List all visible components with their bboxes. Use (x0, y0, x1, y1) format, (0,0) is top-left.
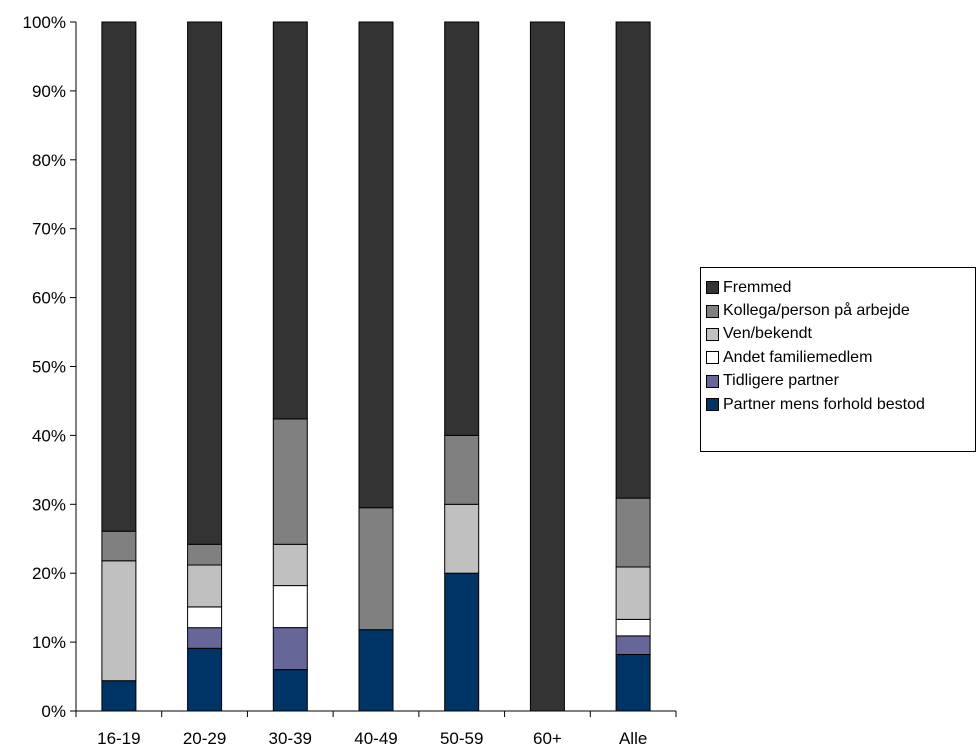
bar-segment-30-39-s5 (272, 21, 308, 420)
bar-segment-50-59-s4 (444, 434, 480, 505)
legend-item: Tidligere partner (701, 370, 975, 393)
bar-segment-40-49-s4 (358, 507, 394, 631)
legend-swatch (706, 374, 719, 388)
bar-segment-50-59-s3 (444, 503, 480, 574)
legend-label: Partner mens forhold bestod (723, 395, 925, 413)
y-tick-label: 80% (32, 151, 66, 170)
x-tick-label: 16-19 (97, 729, 140, 748)
bar-segment-16-19-s3 (101, 560, 137, 682)
legend-label: Andet familiemedlem (723, 348, 873, 366)
bar-segment-30-39-s0 (272, 669, 308, 712)
bar-segment-20-29-s4 (187, 543, 223, 566)
bar-segment-16-19-s5 (101, 21, 137, 532)
bar-segment-20-29-s5 (187, 21, 223, 545)
legend: Fremmed Kollega/person på arbejde Ven/beke… (700, 267, 976, 452)
bar-segment-50-59-s5 (444, 21, 480, 436)
x-tick-label: 30-39 (269, 729, 312, 748)
y-tick-label: 100% (23, 13, 66, 32)
bar-segment-Alle-s2 (615, 618, 651, 637)
bar-segment-Alle-s3 (615, 566, 651, 620)
y-tick-label: 40% (32, 426, 66, 445)
bar-segment-Alle-s1 (615, 635, 651, 656)
bar-segment-40-49-s0 (358, 629, 394, 712)
y-tick-label: 50% (32, 358, 66, 377)
legend-item: Ven/bekendt (701, 323, 975, 346)
legend-item: Fremmed (701, 276, 975, 299)
legend-swatch (706, 351, 719, 365)
bar-segment-50-59-s0 (444, 572, 480, 712)
legend-swatch (706, 398, 719, 412)
x-tick-label: 40-49 (354, 729, 397, 748)
x-tick-label: 20-29 (183, 729, 226, 748)
y-tick-label: 0% (41, 702, 66, 721)
bar-segment-20-29-s1 (187, 627, 223, 649)
bar-segment-16-19-s0 (101, 680, 137, 712)
legend-item: Andet familiemedlem (701, 346, 975, 369)
y-tick-label: 30% (32, 495, 66, 514)
legend-swatch (706, 281, 719, 295)
legend-item: Partner mens forhold bestod (701, 393, 975, 416)
y-axis-tick-labels: 0% 10% 20% 30% 40% 50% 60% 70% 80% 90% 100% (23, 13, 66, 721)
y-tick-label: 10% (32, 633, 66, 652)
legend-label: Fremmed (723, 278, 792, 296)
legend-label: Tidligere partner (723, 372, 839, 390)
bar-segment-40-49-s5 (358, 21, 394, 509)
bar-segment-30-39-s2 (272, 585, 308, 629)
bar-segment-Alle-s5 (615, 21, 651, 499)
y-tick-label: 90% (32, 82, 66, 101)
legend-swatch (706, 327, 719, 341)
bar-segment-30-39-s4 (272, 418, 308, 545)
bar-segment-30-39-s1 (272, 627, 308, 671)
x-tick-label: Alle (619, 729, 647, 748)
y-tick-label: 70% (32, 220, 66, 239)
x-tick-label: 60+ (533, 729, 562, 748)
legend-item: Kollega/person på arbejde (701, 299, 975, 322)
bar-segment-16-19-s4 (101, 530, 137, 562)
x-tick-label: 50-59 (440, 729, 483, 748)
bar-segment-20-29-s0 (187, 647, 223, 712)
bar-segment-Alle-s4 (615, 497, 651, 568)
bar-segment-20-29-s3 (187, 564, 223, 608)
axes (70, 21, 677, 717)
bar-stacks (101, 21, 651, 712)
bar-segment-30-39-s3 (272, 543, 308, 587)
bar-segment-20-29-s2 (187, 606, 223, 629)
y-tick-label: 20% (32, 564, 66, 583)
y-tick-label: 60% (32, 289, 66, 308)
legend-label: Kollega/person på arbejde (723, 302, 910, 320)
legend-swatch (706, 304, 719, 318)
bar-segment-Alle-s0 (615, 654, 651, 712)
legend-label: Ven/bekendt (723, 325, 812, 343)
x-axis-tick-labels: 16-19 20-29 30-39 40-49 50-59 60+ Alle (97, 729, 647, 748)
bar-segment-60+-s5 (529, 21, 565, 712)
